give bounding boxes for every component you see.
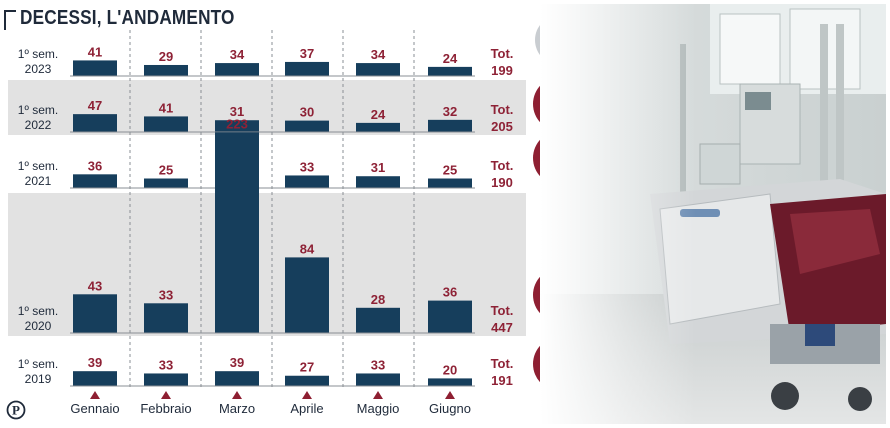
tot-value-2021: 190	[491, 175, 513, 190]
bar-2021-aprile	[285, 175, 329, 188]
value-label-2019-giugno: 20	[443, 362, 457, 377]
month-label-febbraio: Febbraio	[140, 401, 191, 416]
value-label-2022-marzo: 31	[230, 104, 244, 119]
value-label-2020-gennaio: 43	[88, 278, 102, 293]
hospital-bed-photo	[540, 4, 886, 424]
tot-value-2019: 191	[491, 373, 513, 388]
row-label-sem-2022: 1º sem.	[18, 103, 58, 117]
value-label-2023-giugno: 24	[443, 51, 458, 66]
bar-2023-gennaio	[73, 60, 117, 76]
bar-2021-maggio	[356, 176, 400, 188]
bar-2022-giugno	[428, 119, 472, 132]
month-label-aprile: Aprile	[290, 401, 323, 416]
value-label-2023-gennaio: 41	[88, 44, 102, 59]
bar-2019-giugno	[428, 378, 472, 386]
value-label-2021-maggio: 31	[371, 160, 385, 175]
month-label-giugno: Giugno	[429, 401, 471, 416]
bar-2022-maggio	[356, 122, 400, 132]
bar-2022-marzo	[215, 120, 259, 132]
month-label-gennaio: Gennaio	[70, 401, 119, 416]
value-label-2019-aprile: 27	[300, 360, 314, 375]
bar-2022-aprile	[285, 120, 329, 132]
bar-2020-gennaio	[73, 294, 117, 333]
value-label-2021-giugno: 25	[443, 163, 457, 178]
bar-2020-febbraio	[144, 303, 188, 333]
title-bracket-icon	[4, 10, 16, 30]
chart-title: DECESSI, L'ANDAMENTO	[4, 4, 270, 32]
bar-2019-aprile	[285, 375, 329, 386]
bar-2023-aprile	[285, 61, 329, 76]
month-marker-gennaio	[90, 391, 100, 399]
bar-2019-maggio	[356, 373, 400, 386]
bar-2023-marzo	[215, 63, 259, 76]
value-label-2023-marzo: 34	[230, 47, 245, 62]
value-label-2020-maggio: 28	[371, 292, 385, 307]
month-label-maggio: Maggio	[357, 401, 400, 416]
row-label-year-2020: 2020	[25, 319, 52, 333]
bar-2021-febbraio	[144, 178, 188, 188]
value-label-2019-marzo: 39	[230, 355, 244, 370]
tot-label-2020: Tot.	[491, 303, 514, 318]
bar-2020-giugno	[428, 300, 472, 333]
bar-2020-maggio	[356, 307, 400, 333]
value-label-2022-giugno: 32	[443, 104, 457, 119]
tot-value-2020: 447	[491, 320, 513, 335]
row-label-year-2022: 2022	[25, 118, 52, 132]
bar-2022-febbraio	[144, 116, 188, 132]
value-label-2019-febbraio: 33	[159, 357, 173, 372]
value-label-2021-aprile: 33	[300, 159, 314, 174]
row-label-sem-2023: 1º sem.	[18, 47, 58, 61]
row-label-year-2023: 2023	[25, 62, 52, 76]
value-label-2020-febbraio: 33	[159, 287, 173, 302]
month-marker-maggio	[373, 391, 383, 399]
row-label-sem-2020: 1º sem.	[18, 304, 58, 318]
bar-2021-gennaio	[73, 174, 117, 188]
bar-2022-gennaio	[73, 114, 117, 132]
month-label-marzo: Marzo	[219, 401, 255, 416]
value-label-2020-giugno: 36	[443, 285, 457, 300]
bar-2019-febbraio	[144, 373, 188, 386]
row-label-year-2021: 2021	[25, 174, 52, 188]
tot-label-2019: Tot.	[491, 356, 514, 371]
chart-title-text: DECESSI, L'ANDAMENTO	[20, 6, 235, 29]
month-marker-febbraio	[161, 391, 171, 399]
bar-2023-febbraio	[144, 64, 188, 76]
month-marker-giugno	[445, 391, 455, 399]
row-label-sem-2019: 1º sem.	[18, 357, 58, 371]
bar-2023-giugno	[428, 66, 472, 76]
value-label-2020-marzo: 223	[226, 116, 248, 131]
bar-2023-maggio	[356, 63, 400, 76]
value-label-2021-gennaio: 36	[88, 158, 102, 173]
value-label-2023-maggio: 34	[371, 47, 386, 62]
value-label-2022-gennaio: 47	[88, 98, 102, 113]
bar-2020-marzo	[215, 132, 259, 333]
month-marker-marzo	[232, 391, 242, 399]
logo-letter: P	[12, 403, 20, 418]
tot-label-2023: Tot.	[491, 46, 514, 61]
tot-label-2022: Tot.	[491, 102, 514, 117]
value-label-2022-maggio: 24	[371, 107, 386, 122]
bar-2019-marzo	[215, 371, 259, 386]
row-label-sem-2021: 1º sem.	[18, 159, 58, 173]
bar-2019-gennaio	[73, 371, 117, 386]
value-label-2022-aprile: 30	[300, 105, 314, 120]
tot-value-2023: 199	[491, 63, 513, 78]
value-label-2020-aprile: 84	[300, 241, 315, 256]
tot-label-2021: Tot.	[491, 158, 514, 173]
row-label-year-2019: 2019	[25, 372, 52, 386]
month-marker-aprile	[302, 391, 312, 399]
value-label-2023-aprile: 37	[300, 46, 314, 61]
value-label-2023-febbraio: 29	[159, 49, 173, 64]
value-label-2021-febbraio: 25	[159, 163, 173, 178]
value-label-2019-gennaio: 39	[88, 355, 102, 370]
publisher-logo-icon: P	[6, 400, 26, 420]
bar-2020-aprile	[285, 257, 329, 333]
value-label-2022-febbraio: 41	[159, 100, 173, 115]
bar-2021-giugno	[428, 178, 472, 188]
tot-value-2022: 205	[491, 119, 513, 134]
value-label-2019-maggio: 33	[371, 357, 385, 372]
